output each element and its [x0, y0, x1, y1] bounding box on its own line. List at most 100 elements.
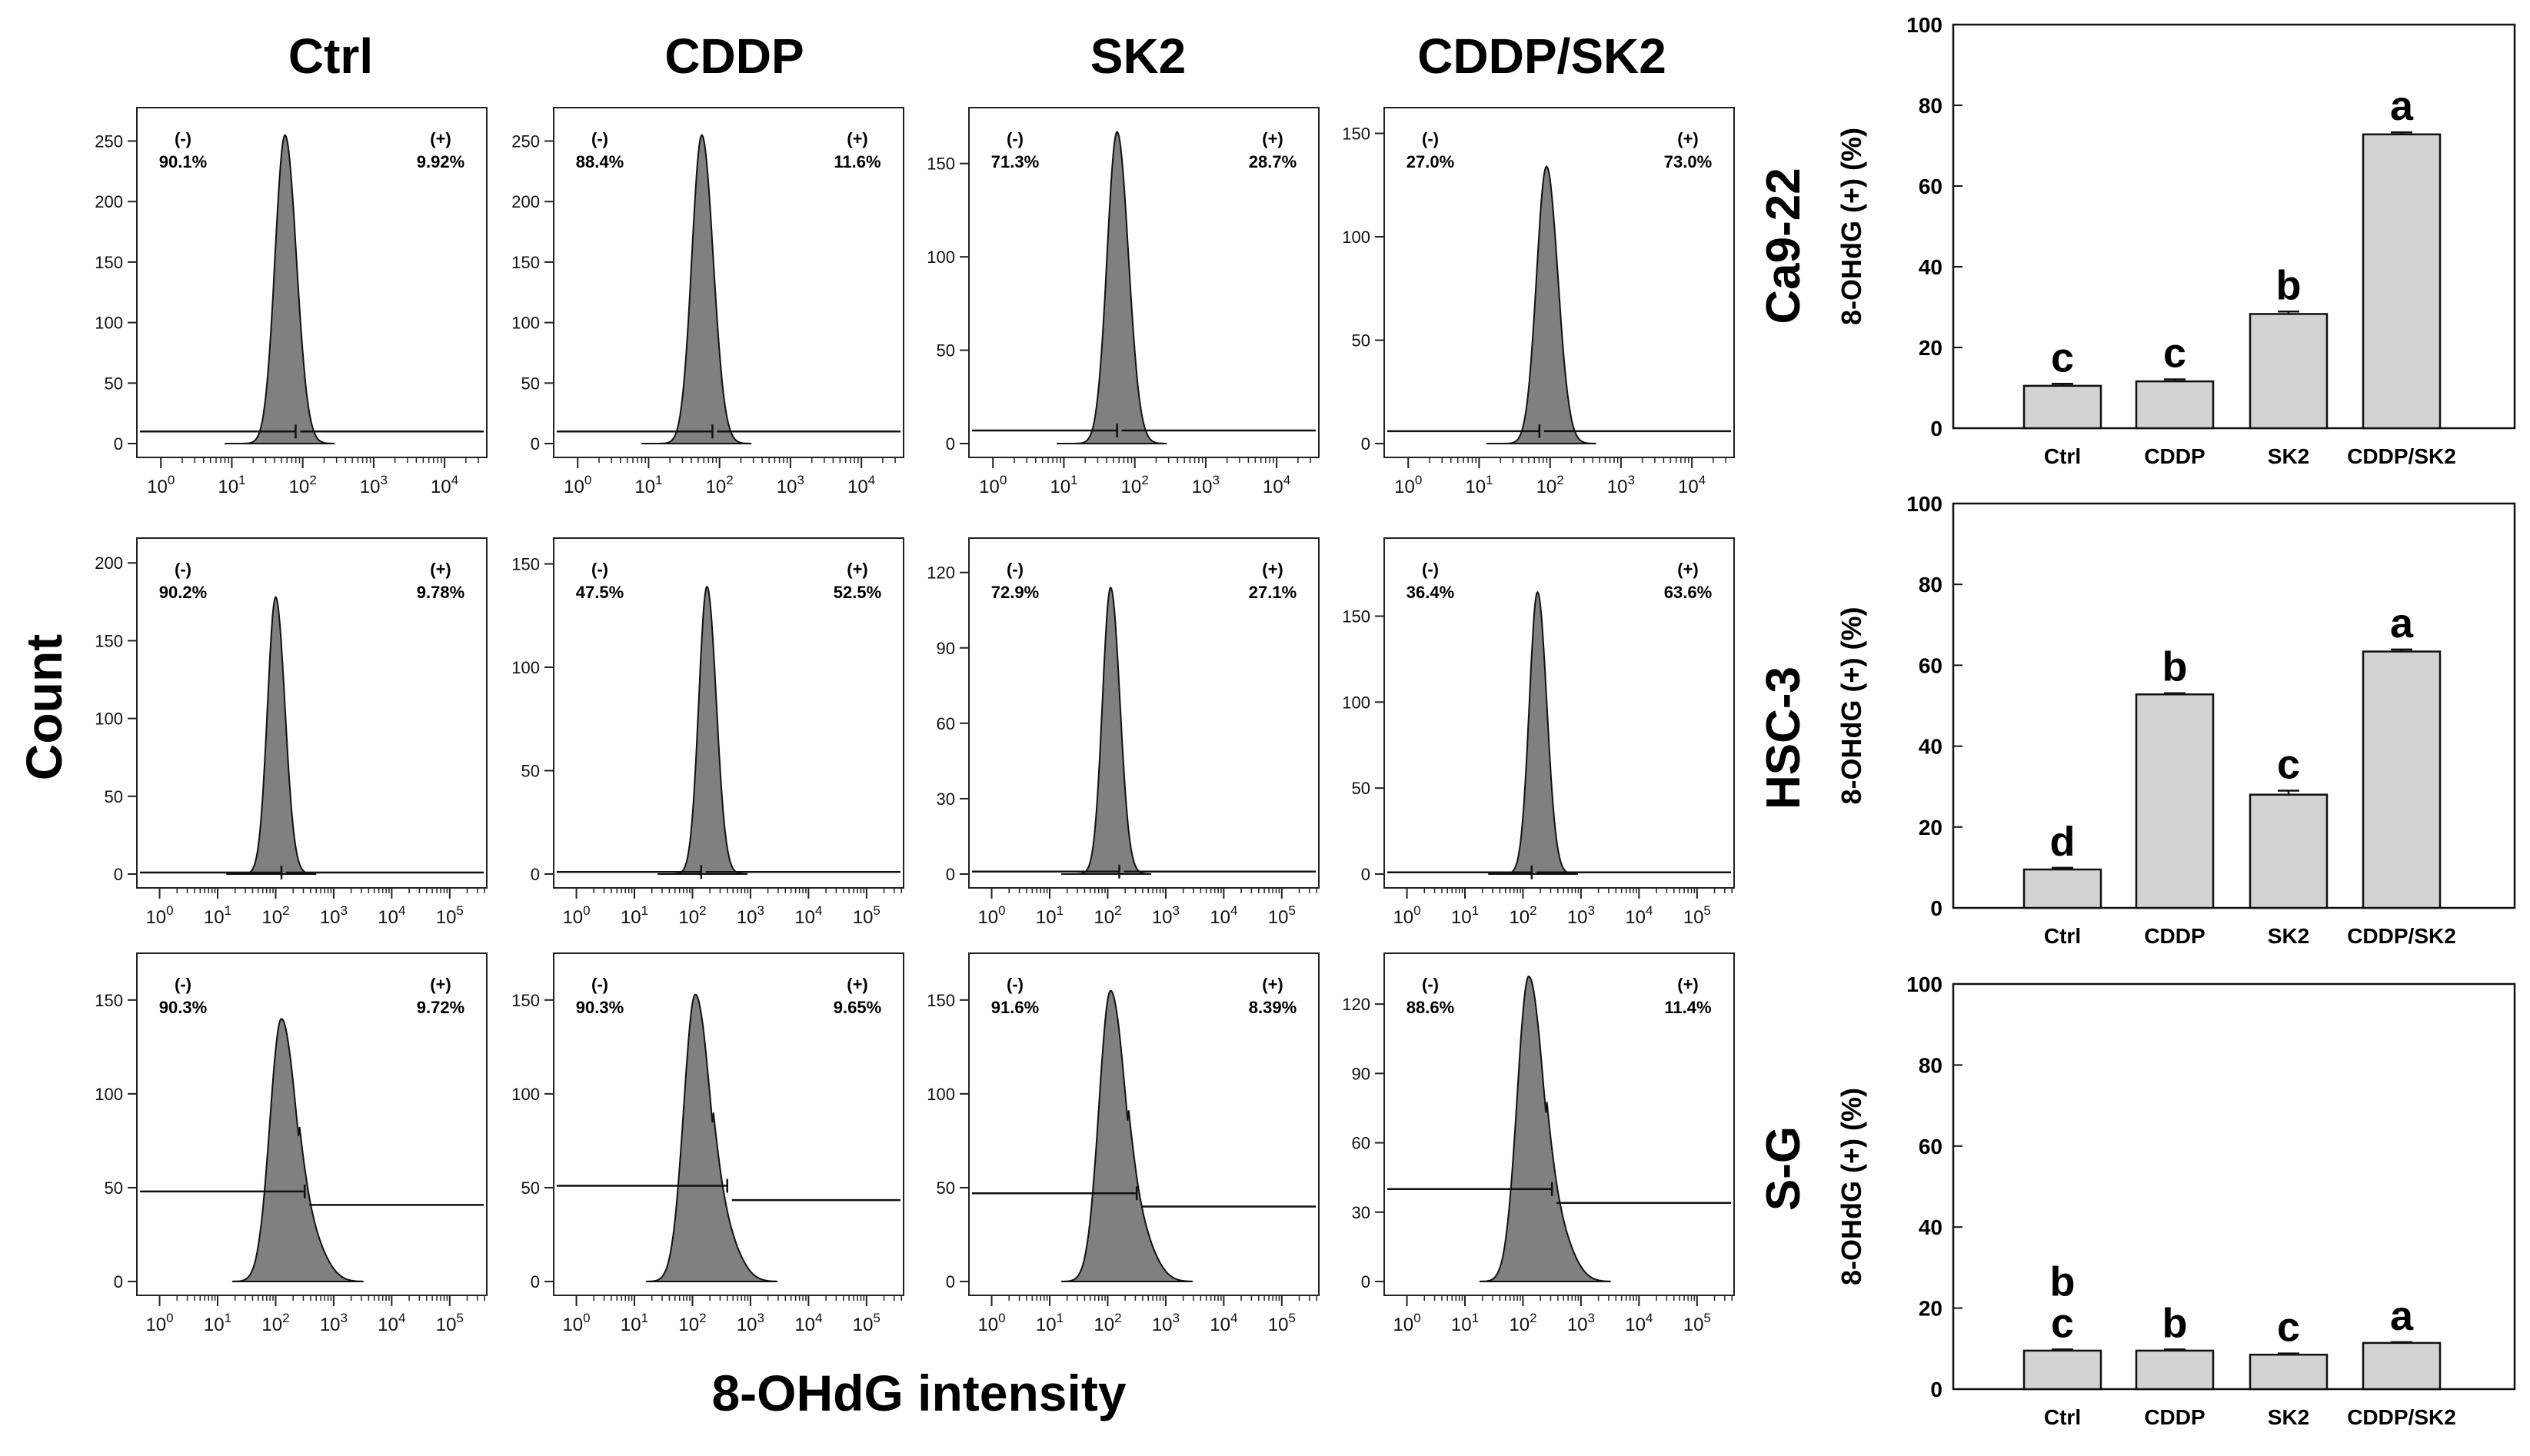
bar-category-label: SK2: [2268, 924, 2309, 948]
x-tick-label: 102: [261, 1311, 289, 1335]
negative-percent: 36.4%: [1406, 583, 1454, 602]
y-tick-label: 200: [95, 192, 123, 211]
y-tick-label: 250: [511, 131, 540, 151]
y-tick-label: 0: [114, 434, 123, 454]
negative-gate-label: (-): [1007, 129, 1024, 148]
significance-letter: b: [2162, 1300, 2188, 1346]
y-tick-label: 200: [95, 553, 123, 573]
x-tick-label: 100: [562, 903, 590, 928]
y-tick-label: 150: [95, 991, 123, 1010]
y-tick-label: 0: [1361, 434, 1370, 454]
x-tick-label: 104: [1678, 473, 1706, 497]
negative-gate-label: (-): [175, 129, 191, 148]
y-tick-label: 0: [946, 434, 955, 454]
x-tick-label: 102: [1094, 903, 1121, 928]
y-tick-label: 50: [105, 787, 123, 806]
y-tick-label: 120: [1342, 995, 1370, 1014]
bar-category-label: CDDP/SK2: [2347, 1405, 2456, 1429]
significance-letter: b: [2276, 262, 2302, 308]
x-tick-label: 100: [1393, 903, 1420, 928]
bar-category-label: Ctrl: [2044, 444, 2081, 468]
x-tick-label: 104: [847, 473, 875, 497]
x-tick-label: 100: [977, 903, 1005, 928]
significance-letter: c: [2051, 334, 2074, 381]
positive-gate-label: (+): [847, 975, 868, 994]
negative-gate-label: (-): [1422, 560, 1439, 579]
y-tick-label: 0: [946, 1272, 955, 1291]
positive-percent: 11.4%: [1664, 998, 1711, 1017]
x-tick-label: 103: [1567, 903, 1595, 928]
plot-frame: [136, 952, 488, 1296]
positive-percent: 11.6%: [834, 152, 881, 171]
x-tick-label: 102: [1509, 903, 1536, 928]
bar-category-label: CDDP/SK2: [2347, 444, 2456, 468]
histogram-distribution: [657, 585, 748, 875]
histogram-distribution: [1057, 130, 1167, 444]
positive-gate-label: (+): [1262, 129, 1283, 148]
x-tick-label: 102: [706, 473, 734, 497]
x-tick-label: 101: [1050, 473, 1077, 497]
significance-letter: c: [2163, 330, 2186, 376]
y-tick-label: 150: [1342, 125, 1370, 144]
histogram-distribution: [1061, 989, 1193, 1282]
x-tick-label: 104: [1625, 903, 1653, 928]
bar-y-tick-label: 80: [1919, 1053, 1942, 1077]
x-tick-label: 101: [1465, 473, 1493, 497]
negative-gate-label: (-): [1422, 975, 1439, 994]
bar-cddp-sk2: [2362, 133, 2442, 430]
x-tick-label: 101: [218, 473, 245, 497]
x-tick-label: 102: [289, 473, 317, 497]
bar-y-tick-label: 0: [1930, 417, 1942, 440]
bar-y-tick-label: 100: [1906, 492, 1942, 516]
bar-y-tick-label: 40: [1919, 735, 1942, 759]
bar-y-tick-label: 60: [1919, 1135, 1942, 1158]
positive-gate-label: (+): [430, 129, 451, 148]
bar-y-tick-label: 40: [1919, 1215, 1942, 1239]
bar-cddp: [2135, 1349, 2215, 1391]
column-header-ctrl: Ctrl: [288, 28, 373, 84]
bar-cddp: [2135, 380, 2215, 430]
negative-percent: 71.3%: [991, 152, 1039, 171]
column-header-sk2: SK2: [1090, 28, 1187, 84]
y-tick-label: 0: [1361, 1272, 1370, 1291]
y-tick-label: 200: [511, 192, 540, 211]
x-tick-label: 101: [204, 903, 231, 928]
y-axis-label-count: Count: [15, 634, 72, 781]
positive-percent: 73.0%: [1664, 152, 1712, 171]
histogram-panel-ca9-22-sk2: 0 50 100 150 100 101 102 103 104 (-) 71.3% (+) 28.7%: [927, 107, 1320, 497]
y-tick-label: 60: [937, 714, 955, 733]
bar-cddp-sk2: [2362, 650, 2442, 909]
y-tick-label: 50: [1352, 331, 1370, 351]
bar-category-label: CDDP: [2144, 924, 2205, 948]
y-tick-label: 50: [937, 1178, 955, 1198]
positive-percent: 9.72%: [417, 998, 464, 1017]
bar-chart-hsc-3: 0 20 40 60 80 100 8-OHdG (+) (%) Ctrl d CDDP b SK2 c…: [1836, 492, 2516, 948]
x-tick-label: 101: [621, 1311, 648, 1335]
column-header-cddp: CDDP: [664, 28, 804, 84]
negative-percent: 90.3%: [576, 998, 624, 1017]
x-tick-label: 103: [737, 1311, 764, 1335]
positive-percent: 9.92%: [417, 152, 464, 171]
bar-plot-frame: [1952, 502, 2516, 909]
negative-percent: 27.0%: [1406, 152, 1454, 171]
y-tick-label: 50: [521, 374, 540, 393]
y-tick-label: 0: [531, 1272, 540, 1291]
plot-frame: [553, 107, 904, 458]
histogram-panel-ca9-22-cddp: 0 50 100 150 200 250 100 101 102 103 104 (-) 88.4% (+…: [511, 107, 904, 497]
bar-category-label: SK2: [2268, 1405, 2309, 1429]
y-tick-label: 100: [95, 314, 123, 333]
significance-letter: d: [2050, 819, 2076, 865]
x-tick-label: 101: [1451, 1311, 1479, 1335]
x-tick-label: 100: [1394, 473, 1422, 497]
column-headers: Ctrl CDDP SK2 CDDP/SK2: [288, 28, 1666, 84]
bar-category-label: Ctrl: [2044, 1405, 2081, 1429]
x-tick-label: 105: [1683, 903, 1711, 928]
bar-y-tick-label: 0: [1930, 896, 1942, 920]
bar-category-label: CDDP: [2144, 1405, 2205, 1429]
y-tick-label: 150: [95, 253, 123, 272]
bar-y-axis-label: 8-OHdG (+) (%): [1836, 128, 1867, 325]
x-tick-label: 101: [1036, 1311, 1064, 1335]
y-tick-label: 100: [1342, 693, 1370, 712]
y-tick-label: 100: [927, 248, 955, 267]
